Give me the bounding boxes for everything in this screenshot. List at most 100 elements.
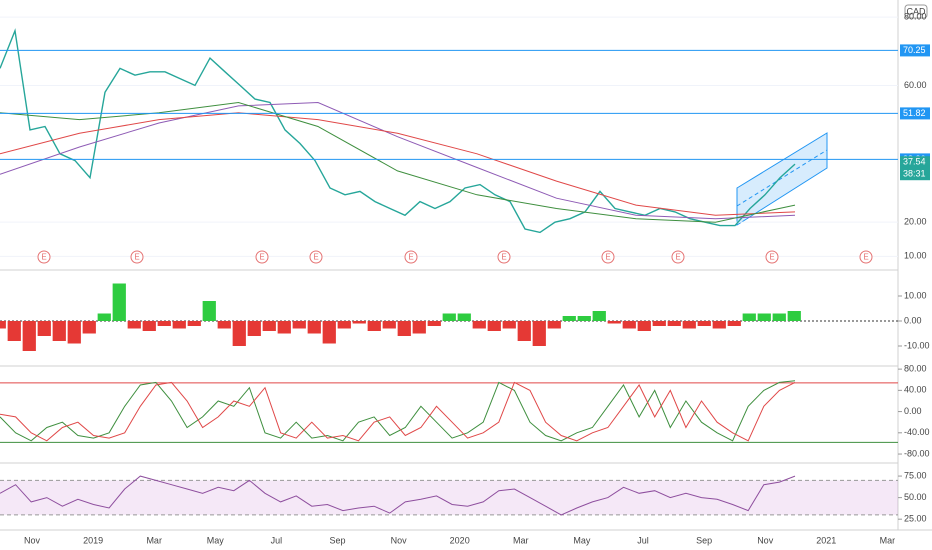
histogram-bar <box>742 313 756 321</box>
histogram-bar <box>682 321 696 329</box>
parallel-channel <box>736 132 828 226</box>
level-badge <box>900 44 930 57</box>
x-tick-label: Mar <box>880 535 896 545</box>
earnings-label: E <box>605 253 610 262</box>
histogram-bar <box>142 321 156 331</box>
histogram-bar <box>532 321 546 346</box>
histogram-bar <box>697 321 711 326</box>
earnings-icon <box>497 250 511 264</box>
histogram-bar <box>0 321 6 329</box>
x-tick-label: 2020 <box>450 535 470 545</box>
histogram-bar <box>247 321 261 336</box>
histogram-bar <box>622 321 636 329</box>
x-tick-label: Nov <box>24 535 41 545</box>
histogram-bar <box>517 321 531 341</box>
price-line <box>0 28 796 234</box>
histogram-bar <box>37 321 51 336</box>
y-tick-label: 0.00 <box>904 406 922 416</box>
x-tick-label: May <box>207 535 225 545</box>
level-value: 70.25 <box>903 45 926 55</box>
y-tick-label: 75.00 <box>904 470 927 480</box>
histogram-bar <box>487 321 501 331</box>
histogram-bar <box>127 321 141 329</box>
histogram-bar <box>172 321 186 329</box>
histogram-bar <box>412 321 426 334</box>
y-tick-label: -80.00 <box>904 448 930 458</box>
earnings-label: E <box>408 253 413 262</box>
histogram-bar <box>187 321 201 326</box>
y-tick-label: 10.00 <box>904 290 927 300</box>
x-tick-label: Sep <box>696 535 712 545</box>
histogram-bar <box>382 321 396 329</box>
histogram-bar <box>337 321 351 329</box>
earnings-label: E <box>863 253 868 262</box>
earnings-icon <box>37 250 51 264</box>
histogram-bar <box>757 313 771 321</box>
histogram-bar <box>442 313 456 321</box>
histogram-bar <box>352 321 366 324</box>
histogram-bar <box>652 321 666 326</box>
level-label: 70.25 <box>900 44 930 57</box>
earnings-label: E <box>41 253 46 262</box>
y-tick-label: 80.00 <box>904 11 927 21</box>
level-value: 51.82 <box>903 108 926 118</box>
histogram-bar <box>292 321 306 329</box>
histogram-bar <box>157 321 171 326</box>
histogram-bar <box>307 321 321 334</box>
y-tick-label: 80.00 <box>904 363 927 373</box>
histogram-bar <box>7 321 21 341</box>
histogram-bar <box>97 313 111 321</box>
y-tick-label: -10.00 <box>904 340 930 350</box>
histogram-bar <box>667 321 681 326</box>
last-price-badge <box>900 156 930 181</box>
x-tick-label: Mar <box>513 535 529 545</box>
earnings-label: E <box>259 253 264 262</box>
earnings-label: E <box>769 253 774 262</box>
earnings-label: E <box>675 253 680 262</box>
histogram-bar <box>367 321 381 331</box>
histogram-bar <box>82 321 96 334</box>
y-tick-label: 10.00 <box>904 251 927 261</box>
histogram-bar <box>262 321 276 331</box>
histogram-bar <box>502 321 516 329</box>
histogram-bar <box>277 321 291 334</box>
histogram-bar <box>787 311 801 321</box>
currency-badge[interactable] <box>904 4 928 19</box>
y-tick-label: 20.00 <box>904 217 927 227</box>
histogram-bar <box>562 316 576 321</box>
y-tick-label: 25.00 <box>904 514 927 524</box>
earnings-label: E <box>313 253 318 262</box>
histogram-bar <box>727 321 741 326</box>
x-tick-label: Nov <box>391 535 408 545</box>
y-tick-label: 50.00 <box>904 492 927 502</box>
last-price: 37.54 38:31 <box>900 156 930 181</box>
y-tick-label: 0.00 <box>904 315 922 325</box>
x-tick-label: Jul <box>637 535 649 545</box>
histogram-bar <box>232 321 246 346</box>
countdown: 38:31 <box>903 169 926 179</box>
x-tick-label: 2019 <box>83 535 103 545</box>
histogram-bar <box>427 321 441 326</box>
histogram-bar <box>322 321 336 344</box>
earnings-icon <box>601 250 615 264</box>
histogram-bar <box>112 283 126 321</box>
histogram-bar <box>22 321 36 351</box>
currency: CAD <box>906 6 926 16</box>
earnings-label: E <box>501 253 506 262</box>
y-tick-label: 60.00 <box>904 80 927 90</box>
moving-average <box>0 101 796 223</box>
level-badge <box>900 107 930 120</box>
earnings-icon <box>404 250 418 264</box>
indicator-line <box>0 380 796 442</box>
histogram-bar <box>547 321 561 329</box>
channel-midline <box>736 149 828 207</box>
histogram-bar <box>52 321 66 341</box>
histogram-bar <box>457 313 471 321</box>
histogram-bar <box>217 321 231 329</box>
level-label: 51.82 <box>900 107 930 120</box>
moving-average <box>0 101 796 220</box>
histogram-bar <box>607 321 621 324</box>
y-tick-label: -40.00 <box>904 427 930 437</box>
